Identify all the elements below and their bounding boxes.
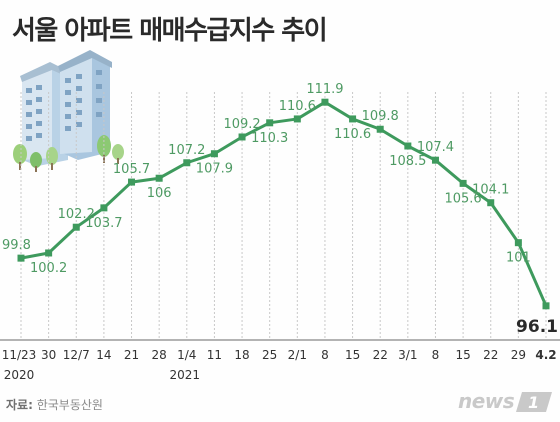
data-label: 106 bbox=[147, 186, 172, 201]
data-label: 105.6 bbox=[444, 191, 481, 206]
data-point bbox=[376, 125, 384, 133]
data-label: 103.7 bbox=[85, 216, 122, 231]
x-tick-label: 18 bbox=[234, 348, 249, 362]
x-tick-label: 28 bbox=[152, 348, 167, 362]
data-label: 107.2 bbox=[168, 143, 205, 158]
year-label: 2020 bbox=[4, 368, 35, 382]
x-tick-label: 8 bbox=[432, 348, 440, 362]
data-label: 105.7 bbox=[113, 162, 150, 177]
x-tick-label: 3/1 bbox=[398, 348, 417, 362]
data-label: 108.5 bbox=[389, 154, 426, 169]
data-point bbox=[155, 174, 163, 182]
data-point bbox=[238, 133, 246, 141]
logo-brand: news bbox=[458, 389, 515, 413]
data-label: 101 bbox=[506, 251, 531, 266]
chart-title: 서울 아파트 매매수급지수 추이 bbox=[12, 16, 328, 46]
data-label: 104.1 bbox=[472, 183, 509, 198]
x-tick-label: 25 bbox=[262, 348, 277, 362]
news1-logo: news 1 bbox=[458, 389, 552, 413]
data-point bbox=[128, 178, 136, 186]
data-label: 102.2 bbox=[58, 207, 95, 222]
data-point bbox=[210, 150, 218, 158]
x-tick-label: 30 bbox=[41, 348, 56, 362]
data-point bbox=[487, 199, 495, 207]
source-name: 한국부동산원 bbox=[36, 398, 103, 412]
x-tick-label: 29 bbox=[511, 348, 526, 362]
data-label: 100.2 bbox=[30, 261, 67, 276]
data-point bbox=[183, 159, 191, 167]
x-tick-label: 11/23 bbox=[2, 348, 37, 362]
data-label: 107.9 bbox=[196, 162, 233, 177]
x-tick-label: 2/1 bbox=[288, 348, 307, 362]
apartment-building-illustration bbox=[13, 50, 124, 172]
data-label: 99.8 bbox=[2, 238, 31, 253]
x-tick-label: 15 bbox=[455, 348, 470, 362]
data-point bbox=[514, 239, 522, 247]
x-tick-label: 1/4 bbox=[177, 348, 196, 362]
data-point bbox=[431, 156, 439, 164]
source-note: 자료: 한국부동산원 bbox=[6, 396, 103, 413]
data-label: 110.6 bbox=[334, 127, 371, 142]
data-point bbox=[72, 223, 80, 231]
data-point bbox=[100, 204, 108, 212]
data-label: 111.9 bbox=[306, 82, 343, 97]
data-point bbox=[17, 254, 25, 262]
data-point bbox=[404, 142, 412, 150]
data-label: 96.1 bbox=[516, 317, 558, 337]
data-point bbox=[542, 302, 550, 310]
series-line bbox=[20, 100, 548, 307]
x-tick-label: 8 bbox=[321, 348, 329, 362]
x-tick-label: 21 bbox=[124, 348, 139, 362]
data-point bbox=[459, 179, 467, 187]
data-point bbox=[45, 249, 53, 257]
data-point bbox=[266, 119, 274, 127]
data-point bbox=[321, 98, 329, 106]
data-label: 110.6 bbox=[279, 99, 316, 114]
x-tick-label: 22 bbox=[373, 348, 388, 362]
x-tick-label: 14 bbox=[96, 348, 111, 362]
data-label: 110.3 bbox=[251, 131, 288, 146]
x-tick-label: 15 bbox=[345, 348, 360, 362]
year-label: 2021 bbox=[170, 368, 201, 382]
data-label: 107.4 bbox=[417, 140, 454, 155]
x-tick-label: 22 bbox=[483, 348, 498, 362]
source-label: 자료: bbox=[6, 398, 33, 412]
data-point bbox=[293, 115, 301, 123]
x-tick-label: 11 bbox=[207, 348, 222, 362]
x-tick-label: 4.2 bbox=[535, 348, 556, 362]
data-label: 109.8 bbox=[362, 109, 399, 124]
data-point bbox=[349, 115, 357, 123]
logo-suffix: 1 bbox=[528, 393, 539, 412]
x-tick-label: 12/7 bbox=[63, 348, 90, 362]
data-label: 109.2 bbox=[223, 117, 260, 132]
